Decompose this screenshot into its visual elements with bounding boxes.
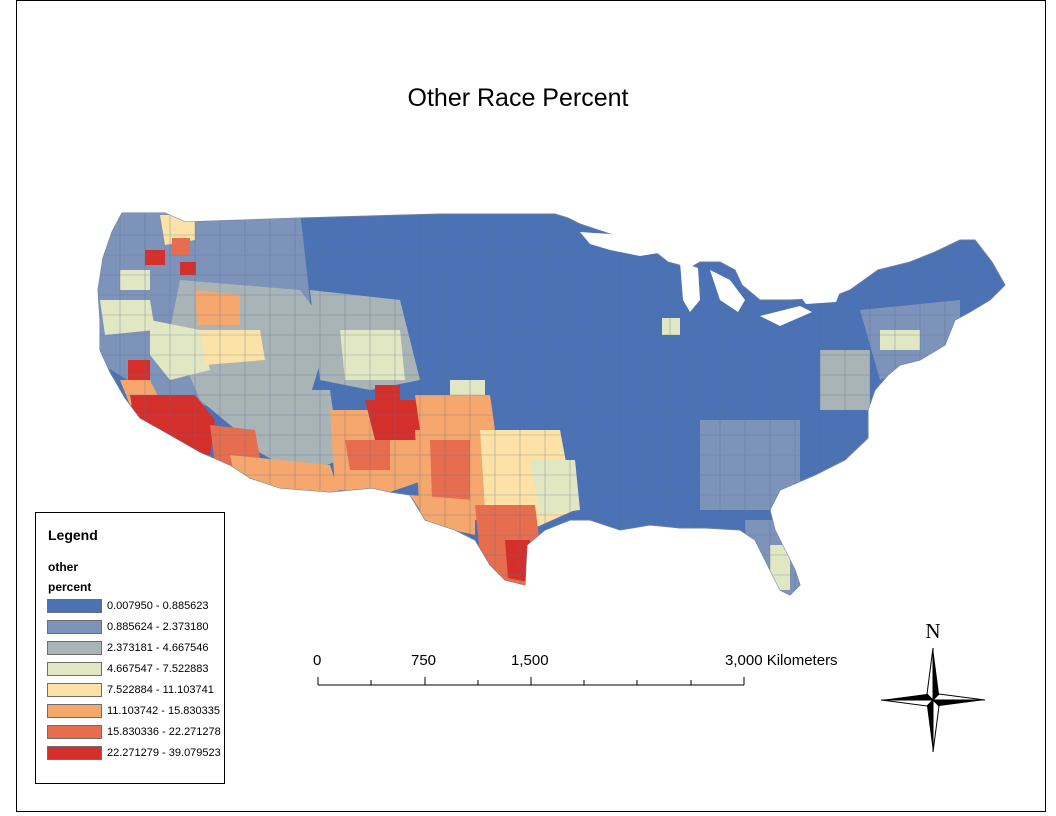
region-oklahoma-orange bbox=[415, 395, 495, 430]
region-washington-orange bbox=[172, 238, 190, 256]
region-chicago-light bbox=[662, 318, 680, 335]
legend-item: 15.830336 - 22.271278 bbox=[47, 725, 225, 741]
region-idaho-orange bbox=[195, 290, 240, 325]
region-bay-area-red bbox=[128, 360, 150, 382]
region-washington-red-2 bbox=[180, 262, 196, 275]
region-east-texas-light bbox=[530, 460, 580, 515]
scale-label-0: 0 bbox=[313, 652, 322, 669]
scale-label-750: 750 bbox=[411, 652, 437, 669]
region-atlantic-light bbox=[880, 330, 920, 350]
legend-label: 11.103742 - 15.830335 bbox=[107, 705, 220, 717]
scale-label-1500: 1,500 bbox=[511, 652, 549, 669]
legend-swatch bbox=[47, 641, 102, 655]
region-southwest-gray bbox=[255, 390, 340, 475]
region-washington-yellow bbox=[160, 215, 195, 245]
region-florida-light bbox=[770, 545, 790, 590]
legend-item: 0.885624 - 2.373180 bbox=[47, 620, 225, 636]
region-nw-light bbox=[120, 270, 150, 290]
region-southeast-medium bbox=[700, 420, 800, 510]
legend-swatch bbox=[47, 746, 102, 760]
legend-label: 4.667547 - 7.522883 bbox=[107, 663, 209, 675]
region-utah-yellow bbox=[200, 330, 265, 365]
legend-title: Legend bbox=[48, 527, 98, 543]
legend-swatch bbox=[47, 704, 102, 718]
region-oregon-light bbox=[100, 300, 155, 335]
region-west-texas-red bbox=[430, 440, 470, 500]
legend-item: 22.271279 - 39.079523 bbox=[47, 746, 225, 762]
legend-label: 7.522884 - 11.103741 bbox=[107, 684, 214, 696]
legend-label: 2.373181 - 4.667546 bbox=[107, 642, 209, 654]
legend-label: 0.007950 - 0.885623 bbox=[107, 600, 209, 612]
legend-swatch bbox=[47, 683, 102, 697]
legend-swatch bbox=[47, 725, 102, 739]
legend-swatch bbox=[47, 620, 102, 634]
legend: Legend other percent 0.007950 - 0.885623… bbox=[35, 512, 225, 784]
north-label: N bbox=[925, 619, 940, 643]
legend-field-line2: percent bbox=[48, 580, 92, 594]
region-midwest-light bbox=[450, 380, 485, 395]
great-lakes bbox=[580, 232, 840, 326]
legend-item: 0.007950 - 0.885623 bbox=[47, 599, 225, 615]
legend-swatch bbox=[47, 662, 102, 676]
map-title: Other Race Percent bbox=[407, 84, 629, 112]
scale-bar bbox=[317, 677, 745, 686]
north-arrow-icon bbox=[880, 647, 986, 753]
legend-item: 4.667547 - 7.522883 bbox=[47, 662, 225, 678]
legend-swatch bbox=[47, 599, 102, 613]
legend-label: 0.885624 - 2.373180 bbox=[107, 621, 209, 633]
legend-item: 11.103742 - 15.830335 bbox=[47, 704, 225, 720]
map-frame bbox=[16, 0, 1046, 812]
legend-field-line1: other bbox=[48, 560, 78, 574]
region-socal-red bbox=[130, 395, 215, 455]
scale-label-3000: 3,000 Kilometers bbox=[725, 652, 838, 669]
legend-label: 15.830336 - 22.271278 bbox=[107, 726, 221, 738]
legend-item: 2.373181 - 4.667546 bbox=[47, 641, 225, 657]
legend-label: 22.271279 - 39.079523 bbox=[107, 747, 221, 759]
legend-item: 7.522884 - 11.103741 bbox=[47, 683, 225, 699]
region-washington-red bbox=[145, 250, 165, 265]
region-kansas-red bbox=[375, 385, 400, 400]
region-rio-grande-red bbox=[505, 540, 530, 582]
legend-field-name: other percent bbox=[48, 557, 91, 597]
